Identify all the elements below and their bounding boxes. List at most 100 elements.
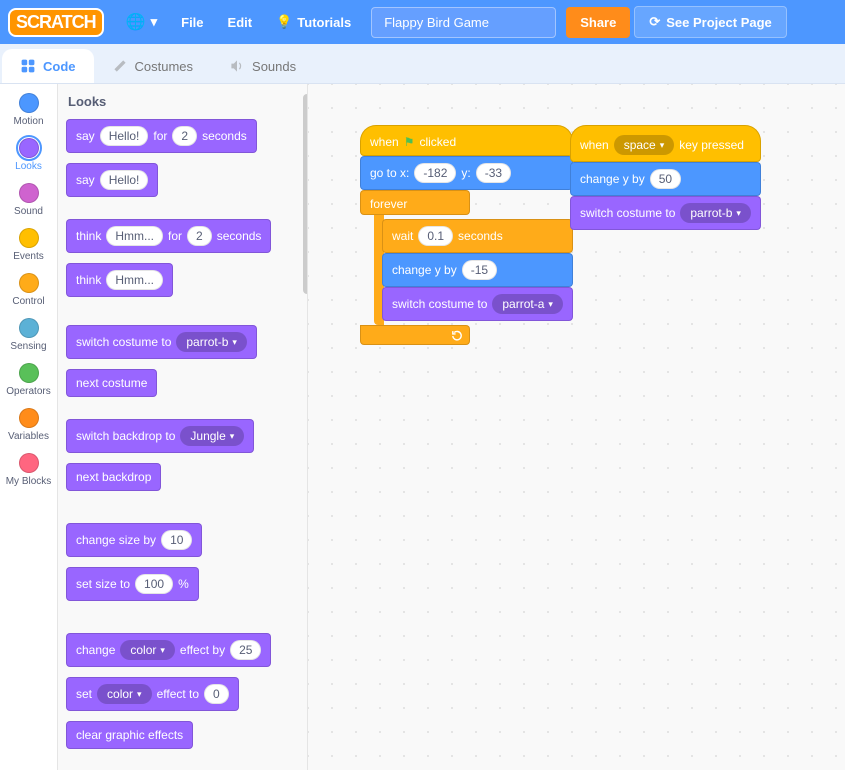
category-events[interactable]: Events <box>0 223 57 268</box>
lightbulb-icon: 💡 <box>276 14 292 30</box>
block-text: switch backdrop to <box>76 429 175 443</box>
tab-code[interactable]: Code <box>2 49 94 83</box>
block-say-for-secs[interactable]: say Hello! for 2 seconds <box>66 119 257 153</box>
block-input[interactable]: 0.1 <box>418 226 453 246</box>
block-change-effect[interactable]: change color effect by 25 <box>66 633 271 667</box>
category-label: Sound <box>0 206 57 217</box>
block-input[interactable]: 10 <box>161 530 192 550</box>
costumes-icon <box>112 58 128 74</box>
scripts-workspace[interactable]: when ⚑ clicked go to x: -182 y: -33 fore… <box>308 84 845 770</box>
tab-sounds[interactable]: Sounds <box>211 49 314 83</box>
block-input[interactable]: 2 <box>172 126 197 146</box>
block-change-y[interactable]: change y by -15 <box>382 253 573 287</box>
block-forever[interactable]: forever <box>360 190 470 215</box>
block-dropdown[interactable]: color <box>97 684 152 704</box>
block-dropdown[interactable]: parrot-b <box>680 203 751 223</box>
category-control[interactable]: Control <box>0 268 57 313</box>
block-next-costume[interactable]: next costume <box>66 369 157 397</box>
category-label: Variables <box>0 431 57 442</box>
project-title-input[interactable] <box>371 7 556 38</box>
block-input[interactable]: Hmm... <box>106 270 163 290</box>
block-go-to-xy[interactable]: go to x: -182 y: -33 <box>360 156 573 190</box>
language-menu[interactable]: 🌐▾ <box>116 6 167 38</box>
block-switch-costume[interactable]: switch costume to parrot-a <box>382 287 573 321</box>
block-think[interactable]: think Hmm... <box>66 263 173 297</box>
block-input[interactable]: 100 <box>135 574 173 594</box>
block-text: change y by <box>392 263 457 277</box>
block-text: % <box>178 577 189 591</box>
loop-arrow-icon <box>450 329 464 343</box>
block-input[interactable]: 25 <box>230 640 261 660</box>
block-when-flag-clicked[interactable]: when ⚑ clicked <box>360 125 573 156</box>
scratch-logo[interactable]: SCRATCH <box>8 8 104 37</box>
block-switch-costume[interactable]: switch costume to parrot-b <box>66 325 257 359</box>
category-color-dot <box>19 138 39 158</box>
block-text: clear graphic effects <box>76 728 183 742</box>
category-color-dot <box>19 93 39 113</box>
category-label: Motion <box>0 116 57 127</box>
share-button[interactable]: Share <box>566 7 630 38</box>
block-say[interactable]: say Hello! <box>66 163 158 197</box>
category-sensing[interactable]: Sensing <box>0 313 57 358</box>
tab-costumes[interactable]: Costumes <box>94 49 212 83</box>
block-dropdown[interactable]: parrot-a <box>492 294 563 314</box>
category-label: Operators <box>0 386 57 397</box>
category-myblocks[interactable]: My Blocks <box>0 448 57 493</box>
block-input[interactable]: 50 <box>650 169 681 189</box>
block-clear-effects[interactable]: clear graphic effects <box>66 721 193 749</box>
category-variables[interactable]: Variables <box>0 403 57 448</box>
block-text: change y by <box>580 172 645 186</box>
block-wait[interactable]: wait 0.1 seconds <box>382 219 573 253</box>
see-project-page-button[interactable]: ⟳See Project Page <box>634 6 786 38</box>
block-text: next backdrop <box>76 470 151 484</box>
block-text: key pressed <box>679 138 744 152</box>
block-when-key-pressed[interactable]: when space key pressed <box>570 125 761 162</box>
block-text: for <box>153 129 167 143</box>
file-menu[interactable]: File <box>171 9 213 36</box>
block-change-y[interactable]: change y by 50 <box>570 162 761 196</box>
block-next-backdrop[interactable]: next backdrop <box>66 463 161 491</box>
block-dropdown[interactable]: space <box>614 135 675 155</box>
category-looks[interactable]: Looks <box>0 133 57 178</box>
category-color-dot <box>19 228 39 248</box>
tabs-bar: Code Costumes Sounds <box>0 44 845 84</box>
block-dropdown[interactable]: parrot-b <box>176 332 247 352</box>
block-text: when <box>370 135 399 149</box>
block-text: change size by <box>76 533 156 547</box>
script-2[interactable]: when space key pressed change y by 50 sw… <box>570 125 761 230</box>
category-label: Sensing <box>0 341 57 352</box>
category-color-dot <box>19 318 39 338</box>
category-sound[interactable]: Sound <box>0 178 57 223</box>
block-input[interactable]: Hello! <box>100 126 149 146</box>
tutorials-button[interactable]: 💡Tutorials <box>266 8 361 36</box>
block-input[interactable]: 0 <box>204 684 229 704</box>
main-area: Motion Looks Sound EventsControl Sensing Oper… <box>0 84 845 770</box>
block-switch-backdrop[interactable]: switch backdrop to Jungle <box>66 419 254 453</box>
block-dropdown[interactable]: color <box>120 640 175 660</box>
block-switch-costume[interactable]: switch costume to parrot-b <box>570 196 761 230</box>
edit-menu[interactable]: Edit <box>218 9 263 36</box>
block-input[interactable]: -182 <box>414 163 456 183</box>
block-dropdown[interactable]: Jungle <box>180 426 244 446</box>
palette-header: Looks <box>66 94 299 109</box>
block-set-effect[interactable]: set color effect to 0 <box>66 677 239 711</box>
category-motion[interactable]: Motion <box>0 88 57 133</box>
block-palette[interactable]: Looks say Hello! for 2 seconds say Hello… <box>58 84 308 770</box>
block-text: y: <box>461 166 470 180</box>
block-input[interactable]: Hello! <box>100 170 149 190</box>
block-input[interactable]: -15 <box>462 260 497 280</box>
block-input[interactable]: -33 <box>476 163 511 183</box>
forever-cap <box>360 325 470 345</box>
block-set-size[interactable]: set size to 100 % <box>66 567 199 601</box>
category-color-dot <box>19 183 39 203</box>
block-input[interactable]: Hmm... <box>106 226 163 246</box>
block-think-for-secs[interactable]: think Hmm... for 2 seconds <box>66 219 271 253</box>
block-text: effect to <box>157 687 199 701</box>
tab-costumes-label: Costumes <box>135 59 194 74</box>
block-change-size[interactable]: change size by 10 <box>66 523 202 557</box>
script-1[interactable]: when ⚑ clicked go to x: -182 y: -33 fore… <box>360 125 573 345</box>
category-label: My Blocks <box>0 476 57 487</box>
category-operators[interactable]: Operators <box>0 358 57 403</box>
block-text: think <box>76 229 101 243</box>
block-input[interactable]: 2 <box>187 226 212 246</box>
